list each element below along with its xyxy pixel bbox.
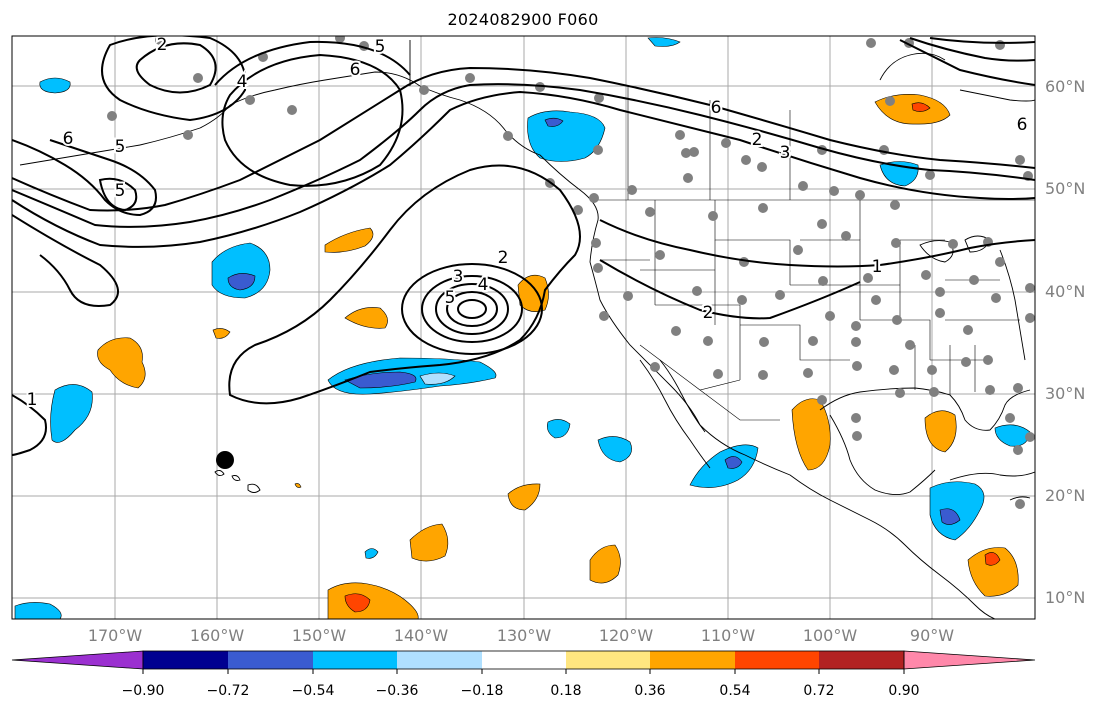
contour-label: 2 — [752, 130, 763, 150]
contour-label: 2 — [703, 303, 714, 323]
lon-label: 170°W — [87, 626, 143, 645]
contour-label: 5 — [375, 37, 386, 57]
colorbar-bin — [313, 651, 397, 669]
contour-label: 2 — [498, 248, 509, 268]
colorbar-tick-label: −0.36 — [375, 683, 419, 699]
colorbar-tick-label: −0.54 — [291, 683, 335, 699]
colorbar-bin — [566, 651, 650, 669]
lat-label: 50°N — [1045, 179, 1086, 198]
graticule — [12, 36, 1035, 619]
observation-points — [107, 36, 1035, 509]
contour-label-group: 1 2 2 2 3 3 4 4 5 5 5 5 6 6 6 6 1 2 — [25, 35, 1030, 412]
map-frame — [11, 35, 1036, 620]
lon-label: 120°W — [598, 626, 654, 645]
lat-label: 40°N — [1045, 282, 1086, 301]
contour-label: 3 — [453, 267, 464, 287]
map-title: 2024082900 F060 — [447, 10, 599, 29]
colorbar-tick-label: 0.36 — [634, 683, 666, 699]
colorbar-bin — [650, 651, 735, 669]
lat-label: 10°N — [1045, 588, 1086, 607]
colorbar-tick-label: −0.72 — [206, 683, 250, 699]
filled-field — [14, 37, 1031, 619]
lon-label: 90°W — [909, 626, 955, 645]
colorbar — [11, 650, 1036, 674]
lon-label: 130°W — [496, 626, 552, 645]
contour-label: 5 — [115, 137, 126, 157]
colorbar-extend-low — [11, 650, 144, 670]
colorbar-tick-label: 0.72 — [803, 683, 835, 699]
colorbar-bin — [228, 651, 313, 669]
lon-label: 110°W — [700, 626, 756, 645]
state-borders — [598, 86, 1035, 421]
colorbar-bin — [143, 651, 228, 669]
lat-label: 30°N — [1045, 384, 1086, 403]
contour-label: 1 — [872, 257, 883, 277]
colorbar-extend-high — [903, 650, 1036, 670]
contour-label: 4 — [478, 275, 489, 295]
colorbar-bin — [735, 651, 819, 669]
lon-label: 150°W — [291, 626, 347, 645]
colorbar-tick-label: −0.90 — [121, 683, 165, 699]
contour-label: 3 — [780, 143, 791, 163]
colorbar-bin — [397, 651, 482, 669]
contour-label: 5 — [115, 181, 126, 201]
colorbar-tick-label: 0.90 — [888, 683, 920, 699]
isolines — [12, 36, 1035, 456]
lon-label: 100°W — [802, 626, 858, 645]
lon-label: 160°W — [189, 626, 245, 645]
contour-label: 1 — [27, 390, 38, 410]
marker-dot — [216, 451, 234, 469]
colorbar-ticks — [142, 669, 905, 674]
colorbar-bin — [482, 651, 566, 669]
colorbar-tick-label: 0.18 — [550, 683, 582, 699]
contour-label: 5 — [445, 288, 456, 308]
colorbar-tick-label: 0.54 — [719, 683, 751, 699]
contour-label: 6 — [1017, 115, 1028, 135]
contour-label: 4 — [237, 72, 248, 92]
contour-label: 6 — [350, 60, 361, 80]
colorbar-outline — [142, 650, 905, 670]
lat-label: 60°N — [1045, 77, 1086, 96]
contour-label: 2 — [157, 35, 168, 55]
lat-label: 20°N — [1045, 486, 1086, 505]
colorbar-bin — [819, 651, 904, 669]
colorbar-tick-label: −0.18 — [460, 683, 504, 699]
lon-label: 140°W — [393, 626, 449, 645]
contour-label: 6 — [63, 129, 74, 149]
contour-label: 6 — [711, 98, 722, 118]
